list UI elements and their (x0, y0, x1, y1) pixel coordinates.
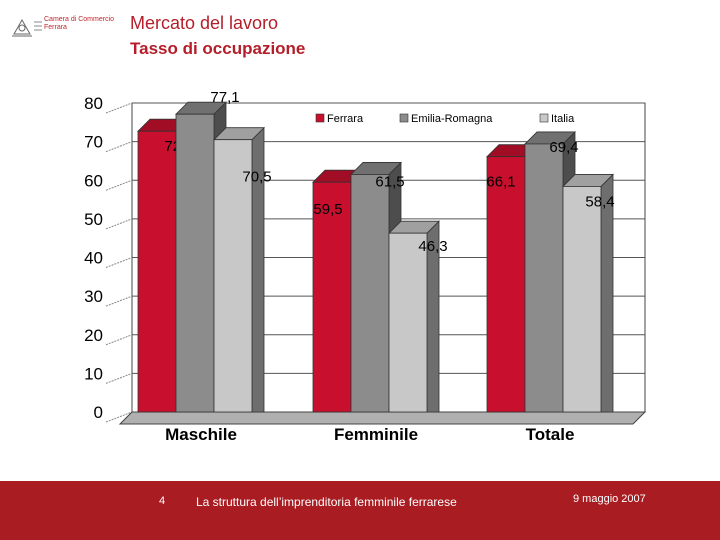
bar-italia-maschile (213, 139, 253, 413)
y-tick-label: 60 (84, 171, 103, 190)
chart-floor (118, 411, 647, 425)
gridline-side (105, 179, 133, 191)
gridline-side (105, 141, 133, 153)
legend-swatch (399, 113, 409, 123)
y-tick-label: 0 (94, 403, 103, 422)
gridline-side (105, 372, 133, 384)
gridline-side (105, 102, 133, 114)
data-label: 70,5 (242, 169, 271, 186)
y-tick-label: 70 (84, 133, 103, 152)
category-label: Maschile (165, 425, 237, 444)
data-label: 77,1 (210, 89, 239, 106)
bar-ferrara-femminile (312, 181, 352, 413)
legend-label: Ferrara (327, 113, 364, 125)
page-number: 4 (159, 495, 166, 507)
page-title: Mercato del lavoro (130, 13, 279, 33)
bar-italia-totale (562, 186, 602, 413)
category-label: Femminile (334, 425, 418, 444)
y-tick-label: 20 (84, 326, 103, 345)
category-label: Totale (526, 425, 575, 444)
bar-ferrara-totale (486, 156, 526, 413)
footer-bar (0, 481, 720, 540)
gridline-side (105, 334, 133, 346)
data-label: 66,1 (486, 174, 515, 191)
bar-emilia-romagna-femminile (350, 174, 390, 413)
y-tick-label: 50 (84, 210, 103, 229)
footer-caption: La struttura dell’imprenditoria femminil… (196, 495, 457, 509)
y-tick-label: 40 (84, 249, 103, 268)
legend-swatch (315, 113, 325, 123)
gridline-side (105, 218, 133, 230)
gridline-side (105, 257, 133, 268)
data-label: 69,4 (549, 139, 578, 156)
data-label: 58,4 (585, 193, 614, 210)
legend-label: Emilia-Romagna (411, 113, 493, 125)
seal-icon (12, 18, 42, 37)
bar-ferrara-maschile (137, 130, 177, 413)
bar-emilia-romagna-totale (524, 143, 564, 413)
y-tick-label: 30 (84, 287, 103, 306)
employment-rate-chart: 0102030405060708072,777,170,5Maschile59,… (84, 89, 647, 444)
y-tick-label: 10 (84, 364, 103, 383)
data-label: 59,5 (313, 201, 342, 218)
gridline-side (105, 411, 133, 423)
footer-date: 9 maggio 2007 (573, 493, 646, 505)
legend-swatch (539, 113, 549, 123)
data-label: 61,5 (375, 173, 404, 190)
bar-emilia-romagna-maschile (175, 113, 215, 413)
logo-line-2: Ferrara (44, 24, 67, 31)
y-tick-label: 80 (84, 94, 103, 113)
logo-line-1: Camera di Commercio (44, 16, 115, 23)
data-label: 46,3 (418, 238, 447, 255)
chamber-of-commerce-logo (12, 18, 42, 37)
legend-label: Italia (551, 113, 575, 125)
logo-text: Camera di Commercio Ferrara (44, 16, 114, 32)
bar-italia-femminile (388, 232, 428, 413)
gridline-side (105, 295, 133, 307)
page-subtitle: Tasso di occupazione (130, 39, 306, 58)
